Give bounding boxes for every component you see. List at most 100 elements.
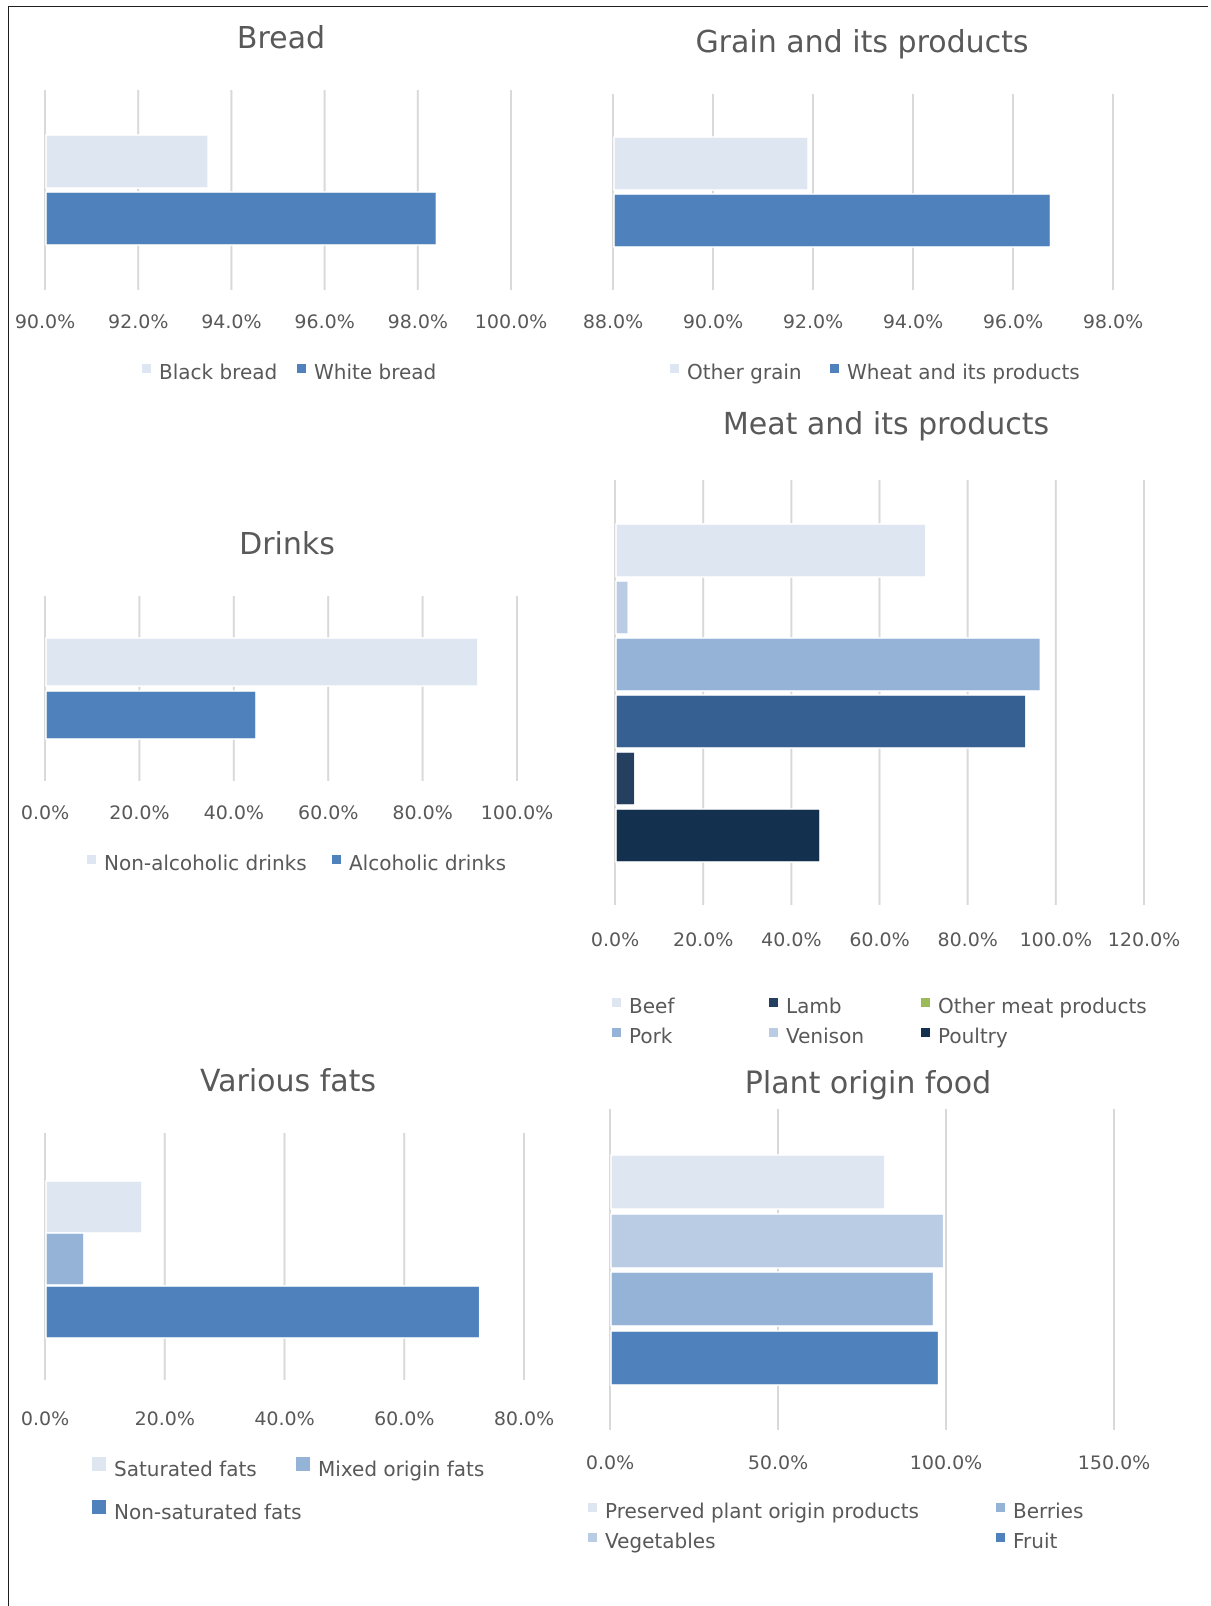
legend-swatch-mixed-origin-fats <box>296 1457 310 1471</box>
bar-other-grain <box>613 136 809 191</box>
bar-mixed-origin-fats <box>45 1232 85 1286</box>
legend-swatch-alcoholic-drinks <box>332 855 341 864</box>
chart-drinks: Drinks 0.0% 20.0% 40.0% 60.0% 80.0% 100.0% Non-… <box>21 527 553 875</box>
bar-wheat-and-its-products <box>613 193 1052 248</box>
legend-swatch-berries <box>996 1503 1005 1512</box>
x-tick-label: 0.0% <box>586 1452 634 1474</box>
x-tick-label: 0.0% <box>21 802 69 824</box>
chart-title: Drinks <box>239 527 335 562</box>
x-tick-label: 0.0% <box>591 929 639 951</box>
legend-label-preserved-plant-origin-products: Preserved plant origin products <box>605 1499 919 1523</box>
x-tick-label: 150.0% <box>1078 1452 1150 1474</box>
x-tick-label: 60.0% <box>849 929 909 951</box>
chart-meat-and-its-products: Meat and its products 0.0% 20.0% 40.0% 60.0%… <box>591 407 1180 1048</box>
chart-various-fats: Various fats 0.0% 20.0% 40.0% 60.0% 80.0% Satu… <box>21 1064 554 1524</box>
bar-saturated-fats <box>45 1180 143 1234</box>
x-tick-label: 88.0% <box>583 311 643 333</box>
legend-label-pork: Pork <box>629 1024 673 1048</box>
legend-label-vegetables: Vegetables <box>605 1529 716 1553</box>
x-tick-label: 120.0% <box>1108 929 1180 951</box>
x-tick-label: 100.0% <box>910 1452 982 1474</box>
x-tick-label: 100.0% <box>481 802 553 824</box>
chart-title: Plant origin food <box>745 1066 991 1101</box>
legend-label-venison: Venison <box>786 1024 864 1048</box>
legend-label-other-meat-products: Other meat products <box>938 994 1147 1018</box>
x-tick-label: 80.0% <box>494 1408 554 1430</box>
chart-title: Bread <box>237 21 325 56</box>
bar-alcoholic-drinks <box>45 690 257 740</box>
legend-label-wheat-and-its-products: Wheat and its products <box>847 360 1080 384</box>
chart-grain-and-its-products: Grain and its products 88.0% 90.0% 92.0% 94.… <box>583 25 1143 384</box>
bar-black-bread <box>45 134 209 189</box>
x-tick-label: 94.0% <box>883 311 943 333</box>
legend-swatch-other-grain <box>670 364 679 373</box>
x-tick-label: 92.0% <box>783 311 843 333</box>
legend-swatch-saturated-fats <box>92 1457 106 1471</box>
x-tick-label: 98.0% <box>388 311 448 333</box>
legend-label-non-saturated-fats: Non-saturated fats <box>114 1500 302 1524</box>
chart-bread: Bread 90.0% 92.0% 94.0% 96.0% 98.0% 100.0% Blac… <box>15 21 547 384</box>
x-tick-label: 90.0% <box>683 311 743 333</box>
legend-label-white-bread: White bread <box>314 360 436 384</box>
x-tick-label: 80.0% <box>392 802 452 824</box>
bar-white-bread <box>45 191 438 246</box>
legend-swatch-beef <box>612 998 621 1007</box>
legend-label-black-bread: Black bread <box>159 360 277 384</box>
legend-label-berries: Berries <box>1013 1499 1083 1523</box>
x-tick-label: 20.0% <box>673 929 733 951</box>
x-tick-label: 92.0% <box>108 311 168 333</box>
chart-plant-origin-food: Plant origin food 0.0% 50.0% 100.0% 150.0% Pr… <box>586 1066 1150 1553</box>
x-tick-label: 96.0% <box>294 311 354 333</box>
x-tick-label: 40.0% <box>204 802 264 824</box>
legend-swatch-poultry <box>921 1028 930 1037</box>
bar-pork <box>615 637 1042 692</box>
chart-title: Meat and its products <box>723 407 1049 442</box>
bar-venison <box>615 580 629 635</box>
bar-berries <box>610 1271 935 1327</box>
legend-swatch-pork <box>612 1028 621 1037</box>
legend-swatch-venison <box>769 1028 778 1037</box>
bar-non-alcoholic-drinks <box>45 637 479 687</box>
x-tick-label: 98.0% <box>1083 311 1143 333</box>
page-frame <box>8 6 1208 1606</box>
legend-swatch-lamb <box>769 998 778 1007</box>
x-tick-label: 40.0% <box>761 929 821 951</box>
bar-beef <box>615 523 927 578</box>
legend-swatch-non-saturated-fats <box>92 1500 106 1514</box>
bar-preserved-plant-origin-products <box>610 1154 886 1210</box>
x-tick-label: 0.0% <box>21 1408 69 1430</box>
bar-non-saturated-fats <box>45 1285 481 1339</box>
chart-title: Grain and its products <box>695 25 1028 60</box>
bar-poultry <box>615 808 821 863</box>
x-tick-label: 20.0% <box>135 1408 195 1430</box>
x-tick-label: 20.0% <box>109 802 169 824</box>
chart-title: Various fats <box>200 1064 376 1099</box>
x-tick-label: 40.0% <box>254 1408 314 1430</box>
legend-label-beef: Beef <box>629 994 675 1018</box>
bar-other-meat-products <box>615 751 636 806</box>
legend-swatch-white-bread <box>297 364 306 373</box>
legend-swatch-other-meat-products <box>921 998 930 1007</box>
legend-label-poultry: Poultry <box>938 1024 1008 1048</box>
x-tick-label: 60.0% <box>298 802 358 824</box>
bar-fruit <box>610 1330 940 1386</box>
legend-swatch-fruit <box>996 1533 1005 1542</box>
legend-label-non-alcoholic-drinks: Non-alcoholic drinks <box>104 851 307 875</box>
x-tick-label: 94.0% <box>201 311 261 333</box>
x-tick-label: 60.0% <box>374 1408 434 1430</box>
x-tick-label: 90.0% <box>15 311 75 333</box>
x-tick-label: 50.0% <box>748 1452 808 1474</box>
bar-vegetables <box>610 1213 945 1269</box>
legend-label-lamb: Lamb <box>786 994 842 1018</box>
legend-swatch-black-bread <box>142 364 151 373</box>
legend-label-other-grain: Other grain <box>687 360 802 384</box>
legend-swatch-non-alcoholic-drinks <box>87 855 96 864</box>
legend-label-alcoholic-drinks: Alcoholic drinks <box>349 851 506 875</box>
legend-swatch-wheat-and-its-products <box>830 364 839 373</box>
legend-swatch-preserved-plant-origin-products <box>588 1503 597 1512</box>
x-tick-label: 100.0% <box>475 311 547 333</box>
legend-label-saturated-fats: Saturated fats <box>114 1457 257 1481</box>
bar-lamb <box>615 694 1027 749</box>
legend-label-mixed-origin-fats: Mixed origin fats <box>318 1457 484 1481</box>
